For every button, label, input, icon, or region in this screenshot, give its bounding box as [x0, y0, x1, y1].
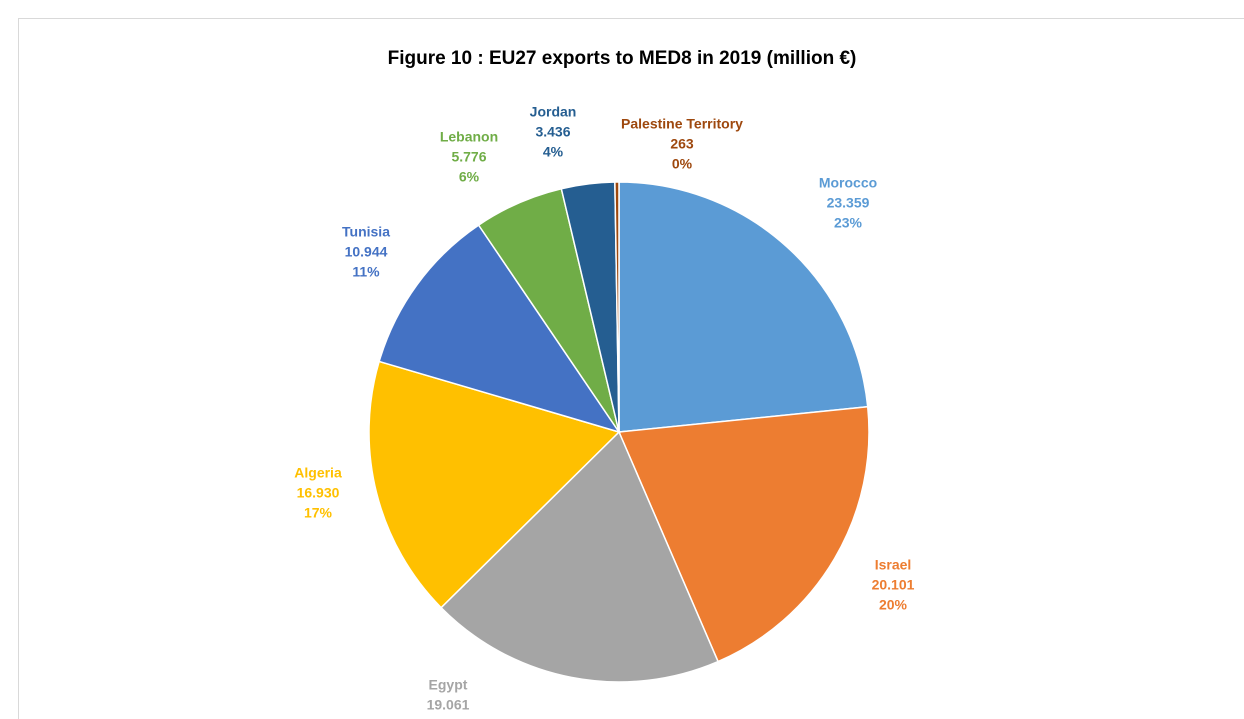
- chart-frame: [18, 18, 1244, 719]
- value-label: 263: [670, 136, 694, 152]
- slice-label: Egypt: [429, 677, 468, 693]
- pie-slice: [378, 224, 621, 434]
- value-label: 5.776: [451, 149, 486, 165]
- value-label: 16.930: [297, 485, 340, 501]
- value-label: 20.101: [872, 577, 915, 593]
- slice-label: Tunisia: [342, 224, 390, 240]
- value-label: 23.359: [827, 195, 870, 211]
- pie-slice: [440, 430, 720, 683]
- slice-label: Lebanon: [440, 129, 498, 145]
- percent-label: 6%: [459, 169, 480, 185]
- slice-label: Palestine Territory: [621, 116, 743, 132]
- percent-label: 23%: [834, 215, 863, 231]
- slice-label: Algeria: [294, 465, 342, 481]
- percent-label: 0%: [672, 156, 693, 172]
- value-label: 3.436: [535, 124, 570, 140]
- percent-label: 17%: [304, 505, 333, 521]
- slice-label: Jordan: [530, 104, 577, 120]
- value-label: 10.944: [345, 244, 388, 260]
- slice-label: Morocco: [819, 175, 877, 191]
- pie-slice: [618, 181, 869, 433]
- percent-label: 4%: [543, 144, 564, 160]
- percent-label: 19%: [434, 717, 463, 719]
- chart-title: Figure 10 : EU27 exports to MED8 in 2019…: [388, 48, 857, 69]
- value-label: 19.061: [427, 697, 470, 713]
- pie-slice: [617, 405, 870, 663]
- pie-slice: [614, 181, 620, 433]
- percent-label: 20%: [879, 597, 908, 613]
- pie-slice: [368, 360, 621, 609]
- slice-label: Israel: [875, 557, 912, 573]
- percent-label: 11%: [352, 264, 380, 280]
